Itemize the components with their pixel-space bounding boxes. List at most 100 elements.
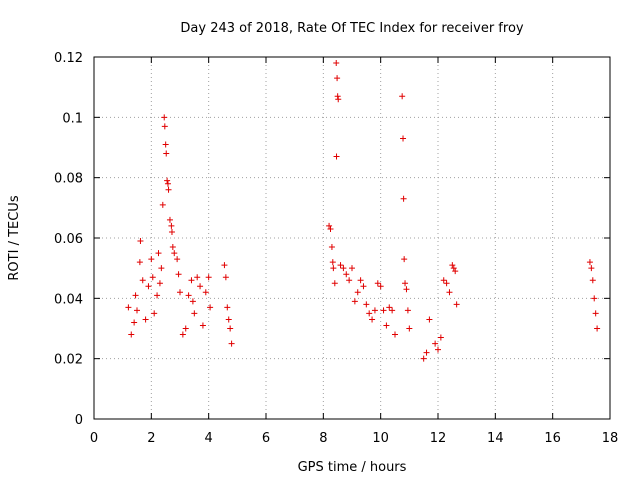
data-points xyxy=(125,60,601,362)
data-point xyxy=(420,355,427,362)
data-point xyxy=(188,277,195,284)
data-point xyxy=(591,295,598,302)
y-tick-label: 0.04 xyxy=(54,292,83,307)
data-point xyxy=(446,289,453,296)
data-point xyxy=(228,340,235,347)
data-point xyxy=(161,123,168,130)
data-point xyxy=(168,228,175,235)
data-point xyxy=(386,304,393,311)
data-point xyxy=(443,280,450,287)
data-point xyxy=(423,349,430,356)
data-point xyxy=(224,304,231,311)
data-point xyxy=(333,60,340,67)
data-point xyxy=(194,274,201,281)
data-point xyxy=(139,277,146,284)
data-point xyxy=(357,277,364,284)
y-tick-label: 0.02 xyxy=(54,353,83,368)
y-axis-label: ROTI / TECUs xyxy=(7,195,22,280)
x-tick-labels: 0 2 4 6 8 10 12 14 16 18 xyxy=(90,431,618,446)
x-tick-label: 10 xyxy=(372,431,389,446)
data-point xyxy=(327,225,334,232)
data-point xyxy=(164,180,171,187)
data-point xyxy=(156,280,163,287)
data-point xyxy=(179,331,186,338)
data-point xyxy=(334,93,341,100)
y-tick-labels: 0 0.02 0.04 0.06 0.08 0.1 0.12 xyxy=(54,51,83,428)
data-point xyxy=(161,114,168,121)
data-point xyxy=(432,340,439,347)
data-point xyxy=(199,322,206,329)
x-tick-label: 0 xyxy=(90,431,98,446)
data-point xyxy=(404,307,411,314)
axis-ticks xyxy=(93,56,611,420)
data-point xyxy=(207,304,214,311)
data-point xyxy=(169,244,176,251)
data-point xyxy=(137,238,144,245)
data-point xyxy=(366,310,373,317)
data-point xyxy=(148,256,155,263)
data-point xyxy=(328,244,335,251)
data-point xyxy=(189,298,196,305)
x-tick-label: 4 xyxy=(205,431,213,446)
y-tick-label: 0 xyxy=(75,413,83,428)
data-point xyxy=(154,292,161,299)
data-point xyxy=(132,292,139,299)
data-point xyxy=(377,283,384,290)
data-point xyxy=(426,316,433,323)
data-point xyxy=(337,262,344,269)
data-point xyxy=(227,325,234,332)
data-point xyxy=(340,265,347,272)
x-tick-label: 14 xyxy=(487,431,504,446)
data-point xyxy=(330,265,337,272)
data-point xyxy=(185,292,192,299)
data-point xyxy=(197,283,204,290)
data-point xyxy=(349,265,355,272)
grid-lines xyxy=(94,57,610,419)
data-point xyxy=(326,222,333,229)
data-point xyxy=(158,265,165,272)
data-point xyxy=(369,316,376,323)
data-point xyxy=(334,75,341,82)
data-point xyxy=(399,93,406,100)
data-point xyxy=(202,289,209,296)
data-point xyxy=(128,331,135,338)
data-point xyxy=(225,316,232,323)
x-axis-label: GPS time / hours xyxy=(298,460,407,475)
data-point xyxy=(400,195,407,202)
y-tick-label: 0.1 xyxy=(62,111,83,126)
data-point xyxy=(435,346,441,353)
chart-title: Day 243 of 2018, Rate Of TEC Index for r… xyxy=(180,21,524,36)
data-point xyxy=(371,307,378,314)
data-point xyxy=(162,141,169,148)
data-point xyxy=(182,325,189,332)
data-point xyxy=(354,289,361,296)
data-point xyxy=(335,96,342,103)
data-point xyxy=(131,319,138,326)
data-point xyxy=(177,289,183,296)
data-point xyxy=(333,153,340,160)
data-point xyxy=(589,277,596,284)
x-tick-label: 2 xyxy=(147,431,155,446)
x-tick-label: 18 xyxy=(602,431,619,446)
data-point xyxy=(449,262,456,269)
data-point xyxy=(389,307,396,314)
data-point xyxy=(400,135,407,142)
data-point xyxy=(166,216,173,223)
data-point xyxy=(142,316,149,323)
data-point xyxy=(586,259,593,266)
x-tick-label: 16 xyxy=(544,431,561,446)
data-point xyxy=(374,280,381,287)
data-point xyxy=(403,286,410,293)
data-point xyxy=(437,334,444,341)
data-point xyxy=(174,256,181,263)
x-tick-label: 12 xyxy=(430,431,447,446)
data-point xyxy=(453,301,460,308)
data-point xyxy=(452,268,459,275)
data-point xyxy=(594,325,601,332)
data-point xyxy=(136,259,143,266)
y-tick-label: 0.08 xyxy=(54,172,83,187)
data-point xyxy=(164,177,171,184)
data-point xyxy=(592,310,599,317)
data-point xyxy=(205,274,212,281)
